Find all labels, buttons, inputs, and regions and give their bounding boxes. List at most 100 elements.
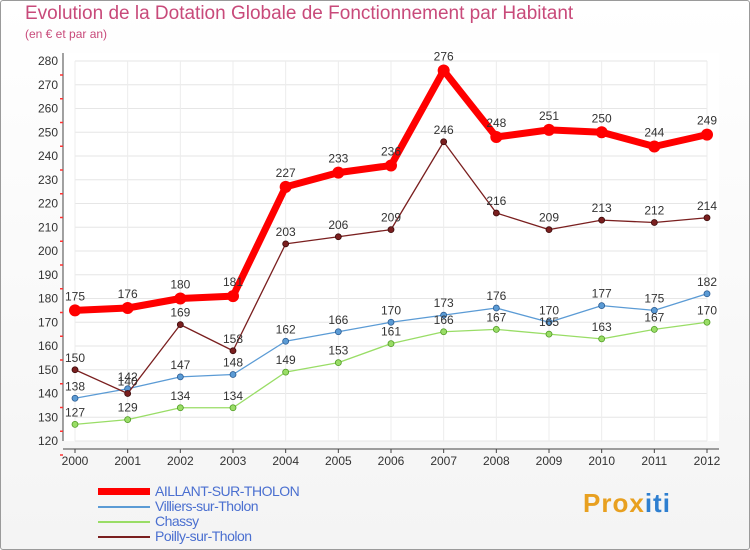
legend-label: Villiers-sur-Tholon	[155, 498, 259, 514]
data-point	[545, 226, 553, 234]
data-label: 175	[65, 289, 85, 303]
legend-label: AILLANT-SUR-THOLON	[155, 483, 300, 499]
data-label: 150	[65, 351, 85, 365]
data-point	[650, 325, 658, 333]
y-tick-label: 160	[38, 339, 58, 353]
data-point	[387, 340, 395, 348]
data-point	[124, 390, 132, 397]
data-point	[703, 214, 711, 222]
data-point	[229, 371, 237, 378]
y-tick-label: 250	[38, 125, 58, 139]
data-point	[543, 123, 555, 136]
data-point	[492, 325, 500, 333]
x-tick-label: 2003	[220, 454, 247, 468]
data-label: 249	[697, 114, 717, 128]
y-tick-label: 180	[38, 292, 58, 306]
data-label: 166	[434, 313, 454, 327]
y-tick-label: 270	[38, 78, 58, 92]
data-label: 209	[539, 211, 559, 225]
data-point	[598, 302, 606, 310]
data-label: 216	[486, 194, 506, 208]
data-label: 138	[65, 379, 85, 393]
data-point	[492, 209, 500, 217]
data-point	[490, 131, 503, 143]
x-tick-label: 2011	[641, 454, 667, 468]
data-label: 209	[381, 211, 401, 225]
data-point	[650, 219, 658, 226]
data-label: 250	[592, 111, 612, 125]
y-tick-label: 170	[38, 315, 58, 329]
data-point	[334, 233, 342, 241]
x-tick-label: 2001	[114, 454, 141, 468]
y-tick-label: 150	[38, 363, 58, 377]
data-label: 213	[592, 201, 612, 215]
data-label: 167	[644, 310, 664, 324]
data-point	[227, 290, 239, 303]
y-tick-label: 260	[38, 102, 58, 116]
data-point	[279, 180, 292, 193]
data-label: 233	[328, 152, 348, 166]
y-tick-label: 200	[38, 244, 58, 258]
data-label: 134	[170, 389, 190, 403]
data-label: 142	[118, 370, 138, 384]
y-tick-label: 120	[38, 434, 58, 448]
data-point	[71, 366, 79, 374]
data-point	[69, 304, 81, 317]
data-label: 162	[276, 322, 296, 336]
legend-label: Poilly-sur-Tholon	[155, 528, 252, 544]
data-point	[174, 292, 187, 305]
data-point	[598, 216, 606, 224]
x-tick-label: 2012	[694, 454, 721, 468]
data-label: 176	[486, 289, 506, 303]
data-label: 165	[539, 315, 559, 329]
data-label: 176	[118, 287, 138, 301]
data-point	[703, 318, 711, 326]
y-tick-label: 230	[38, 173, 58, 187]
data-label: 169	[170, 306, 190, 320]
data-label: 129	[118, 401, 138, 415]
data-point	[121, 302, 134, 314]
data-point	[334, 359, 342, 367]
data-label: 181	[223, 275, 243, 289]
legend-swatch	[98, 536, 150, 538]
data-point	[385, 159, 397, 172]
proxiti-logo: Proxiti	[583, 488, 671, 518]
x-tick-label: 2007	[430, 454, 457, 468]
data-point	[229, 347, 237, 355]
legend-label: Chassy	[155, 513, 199, 529]
data-point	[124, 416, 132, 424]
data-label: 148	[223, 356, 243, 370]
y-tick-label: 190	[38, 268, 58, 282]
data-point	[492, 304, 500, 312]
chart-subtitle: (en € et par an)	[25, 27, 108, 41]
x-tick-label: 2004	[272, 454, 299, 468]
data-point	[334, 328, 342, 336]
data-label: 140	[118, 375, 138, 389]
x-tick-label: 2000	[62, 454, 89, 468]
data-label: 248	[486, 116, 506, 130]
data-label: 153	[328, 344, 348, 358]
data-point	[440, 328, 448, 336]
data-point	[71, 420, 79, 428]
y-tick-label: 280	[38, 54, 58, 68]
y-tick-label: 210	[38, 220, 58, 234]
x-tick-label: 2009	[536, 454, 563, 468]
data-label: 173	[434, 296, 454, 310]
data-label: 158	[223, 332, 243, 346]
data-point	[71, 394, 79, 402]
data-label: 175	[644, 291, 664, 305]
data-point	[545, 330, 553, 338]
data-label: 236	[381, 145, 401, 159]
x-tick-label: 2002	[167, 454, 194, 468]
data-point	[595, 126, 608, 139]
data-point	[545, 318, 553, 326]
data-point	[176, 321, 184, 329]
data-point	[648, 140, 661, 153]
data-label: 149	[276, 353, 296, 367]
data-label: 134	[223, 389, 243, 403]
y-tick-label: 140	[38, 387, 58, 401]
data-point	[176, 373, 184, 381]
data-point	[282, 368, 290, 376]
x-tick-label: 2008	[483, 454, 510, 468]
data-point	[440, 311, 448, 319]
